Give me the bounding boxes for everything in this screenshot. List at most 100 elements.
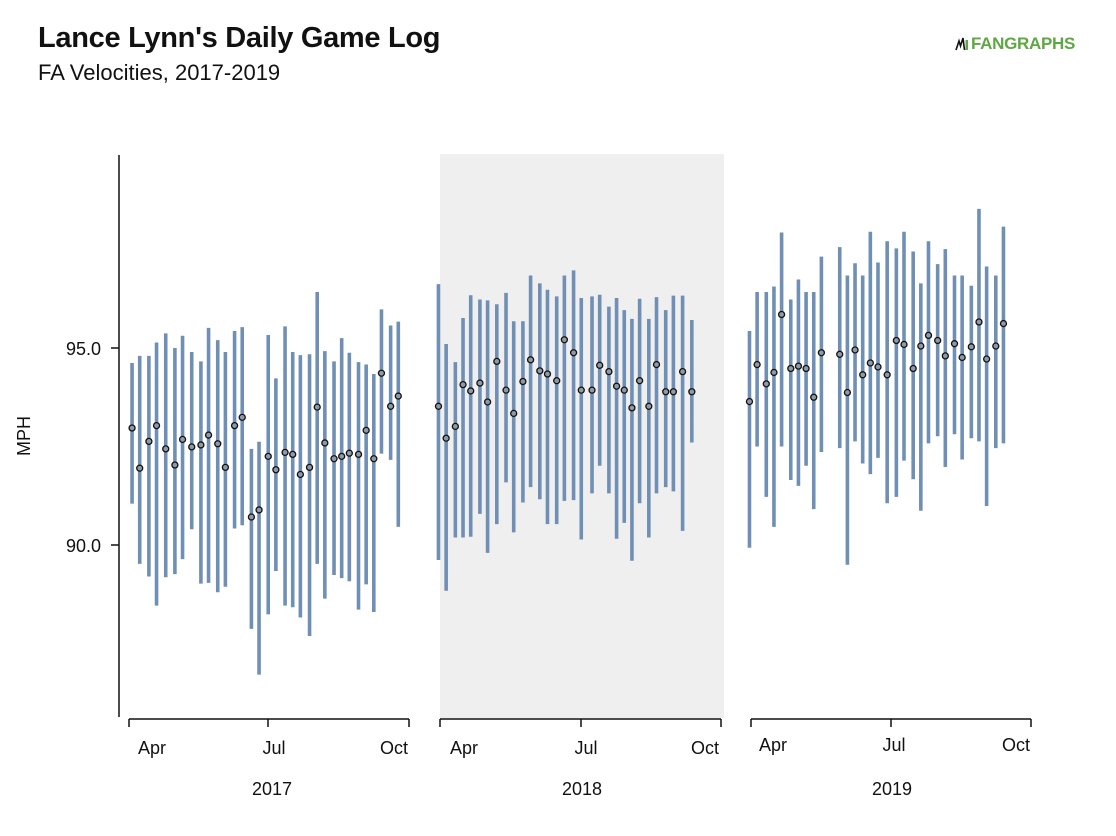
avg-velocity-point <box>669 388 678 396</box>
avg-velocity-point <box>493 357 501 366</box>
avg-velocity-point <box>982 355 991 363</box>
avg-velocity-point <box>136 464 144 472</box>
avg-velocity-point <box>476 379 484 387</box>
avg-velocity-point <box>975 318 983 326</box>
avg-velocity-point <box>628 404 636 412</box>
avg-velocity-point <box>543 370 552 378</box>
avg-velocity-point <box>645 402 653 410</box>
year-label-2018: 2018 <box>562 779 602 799</box>
avg-velocity-point <box>230 421 239 430</box>
avg-velocity-point <box>171 461 179 469</box>
avg-velocity-point <box>620 386 628 394</box>
avg-velocity-point <box>612 382 621 390</box>
avg-velocity-point <box>204 431 213 439</box>
avg-velocity-point <box>338 452 346 461</box>
avg-velocity-point <box>950 340 959 348</box>
avg-velocity-point <box>883 371 891 379</box>
fangraphs-logo[interactable]: FANGRAPHS <box>955 34 1075 54</box>
avg-velocity-point <box>794 362 803 370</box>
avg-velocity-point <box>917 342 925 350</box>
avg-velocity-point <box>362 426 370 434</box>
avg-velocity-point <box>745 397 754 406</box>
avg-velocity-point <box>851 346 859 354</box>
range-bars-2017 <box>130 292 401 675</box>
avg-velocity-point <box>377 369 386 377</box>
avg-velocity-point <box>874 363 882 371</box>
x-tick-label-jul-2019: Jul <box>882 735 905 755</box>
year-label-2017: 2017 <box>252 779 292 799</box>
avg-velocity-point <box>519 377 527 386</box>
avg-velocity-point <box>152 421 161 430</box>
chart-marks <box>128 208 1008 675</box>
avg-velocity-point <box>569 349 578 357</box>
range-bars-2019 <box>747 208 1006 565</box>
panel-2017: Apr Jul Oct 2017 <box>128 718 410 799</box>
avg-velocity-point <box>892 336 901 345</box>
avg-velocity-point <box>128 424 136 432</box>
avg-velocity-point <box>967 343 975 351</box>
avg-velocity-point <box>688 388 696 396</box>
avg-velocity-point <box>451 422 460 431</box>
avg-points-2017 <box>128 369 402 521</box>
avg-velocity-point <box>536 367 544 375</box>
x-tick-label-jul-2018: Jul <box>574 738 597 758</box>
fangraphs-logo-icon <box>955 37 968 51</box>
chart-subtitle: FA Velocities, 2017-2019 <box>38 60 281 85</box>
avg-velocity-point <box>502 386 510 394</box>
panel-2019: Apr Jul Oct 2019 <box>750 718 1032 799</box>
x-tick-label-apr-2018: Apr <box>450 738 478 758</box>
avg-velocity-point <box>866 359 874 367</box>
fangraphs-logo-text: FANGRAPHS <box>971 34 1076 53</box>
avg-velocity-point <box>354 450 363 459</box>
avg-velocity-point <box>810 393 818 401</box>
avg-velocity-point <box>370 455 378 463</box>
avg-velocity-point <box>442 434 450 442</box>
avg-velocity-point <box>553 377 561 385</box>
avg-velocity-point <box>197 441 205 449</box>
avg-velocity-point <box>596 361 604 369</box>
avg-velocity-point <box>467 387 475 395</box>
avg-velocity-point <box>510 409 518 418</box>
x-tick-label-jul-2017: Jul <box>262 738 285 758</box>
avg-velocity-point <box>214 440 222 448</box>
avg-velocity-point <box>296 470 305 479</box>
avg-velocity-point <box>588 386 596 394</box>
avg-velocity-point <box>247 513 256 521</box>
x-tick-label-apr-2019: Apr <box>759 735 787 755</box>
avg-velocity-point <box>560 336 569 344</box>
avg-velocity-point <box>305 463 314 472</box>
avg-velocity-point <box>526 356 535 364</box>
avg-velocity-point <box>394 392 402 400</box>
avg-velocity-point <box>802 364 810 373</box>
panel-2018: Apr Jul Oct 2018 <box>439 718 722 799</box>
avg-velocity-point <box>762 380 770 388</box>
y-tick-label-95: 95.0 <box>66 339 101 359</box>
avg-velocity-point <box>330 455 338 463</box>
avg-velocity-point <box>900 340 908 349</box>
avg-velocity-point <box>909 364 917 373</box>
avg-velocity-point <box>321 439 329 447</box>
avg-velocity-point <box>386 402 395 410</box>
avg-velocity-point <box>255 506 263 514</box>
avg-velocity-point <box>678 367 687 376</box>
avg-velocity-point <box>605 367 613 376</box>
year-label-2019: 2019 <box>872 779 912 799</box>
x-tick-label-oct-2019: Oct <box>1002 735 1030 755</box>
avg-velocity-point <box>662 388 670 396</box>
avg-velocity-point <box>924 331 933 340</box>
avg-velocity-point <box>221 463 230 472</box>
chart-title: Lance Lynn's Daily Game Log <box>38 22 441 54</box>
avg-velocity-point <box>770 368 778 377</box>
avg-velocity-point <box>999 319 1008 328</box>
avg-velocity-point <box>817 349 826 357</box>
avg-velocity-point <box>188 443 196 451</box>
avg-velocity-point <box>934 336 942 345</box>
avg-velocity-point <box>281 448 289 457</box>
avg-velocity-point <box>313 403 321 411</box>
avg-velocity-point <box>434 402 443 410</box>
avg-velocity-point <box>992 342 1000 350</box>
avg-points-2018 <box>434 336 696 442</box>
avg-velocity-point <box>238 413 246 421</box>
avg-velocity-point <box>162 445 170 453</box>
